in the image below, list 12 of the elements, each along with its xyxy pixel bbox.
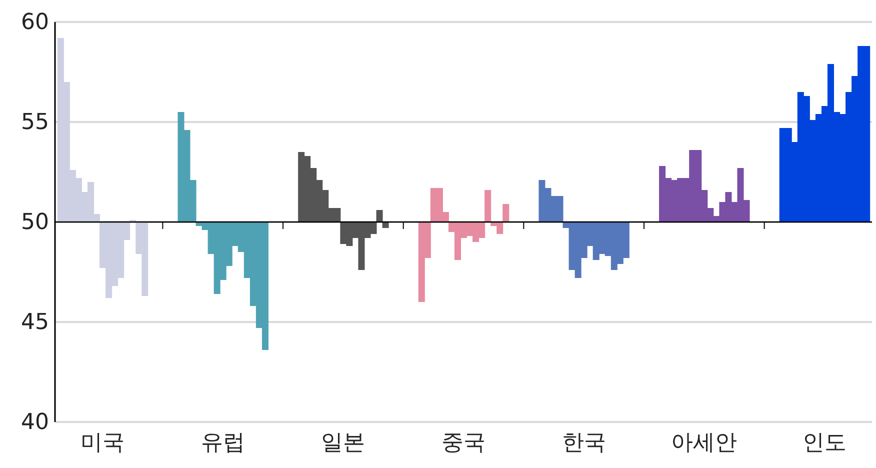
y-tick-label: 50 <box>21 210 49 236</box>
y-tick-label: 45 <box>21 310 49 336</box>
x-tick-label: 유럽 <box>200 430 245 456</box>
y-tick-label: 55 <box>21 110 49 136</box>
x-tick-label: 인도 <box>802 430 846 456</box>
x-tick-label: 중국 <box>442 430 486 456</box>
x-tick-label: 미국 <box>80 430 125 456</box>
y-tick-label: 60 <box>21 10 49 36</box>
x-tick-label: 일본 <box>321 430 366 456</box>
x-tick-label: 아세안 <box>671 430 738 456</box>
x-tick-label: 한국 <box>562 430 606 456</box>
y-tick-label: 40 <box>21 410 49 436</box>
